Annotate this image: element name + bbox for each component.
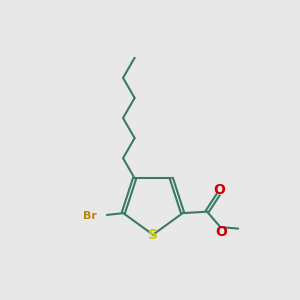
Text: S: S [148,228,158,242]
Text: Br: Br [83,211,97,221]
Text: O: O [215,226,227,239]
Text: O: O [213,183,225,197]
